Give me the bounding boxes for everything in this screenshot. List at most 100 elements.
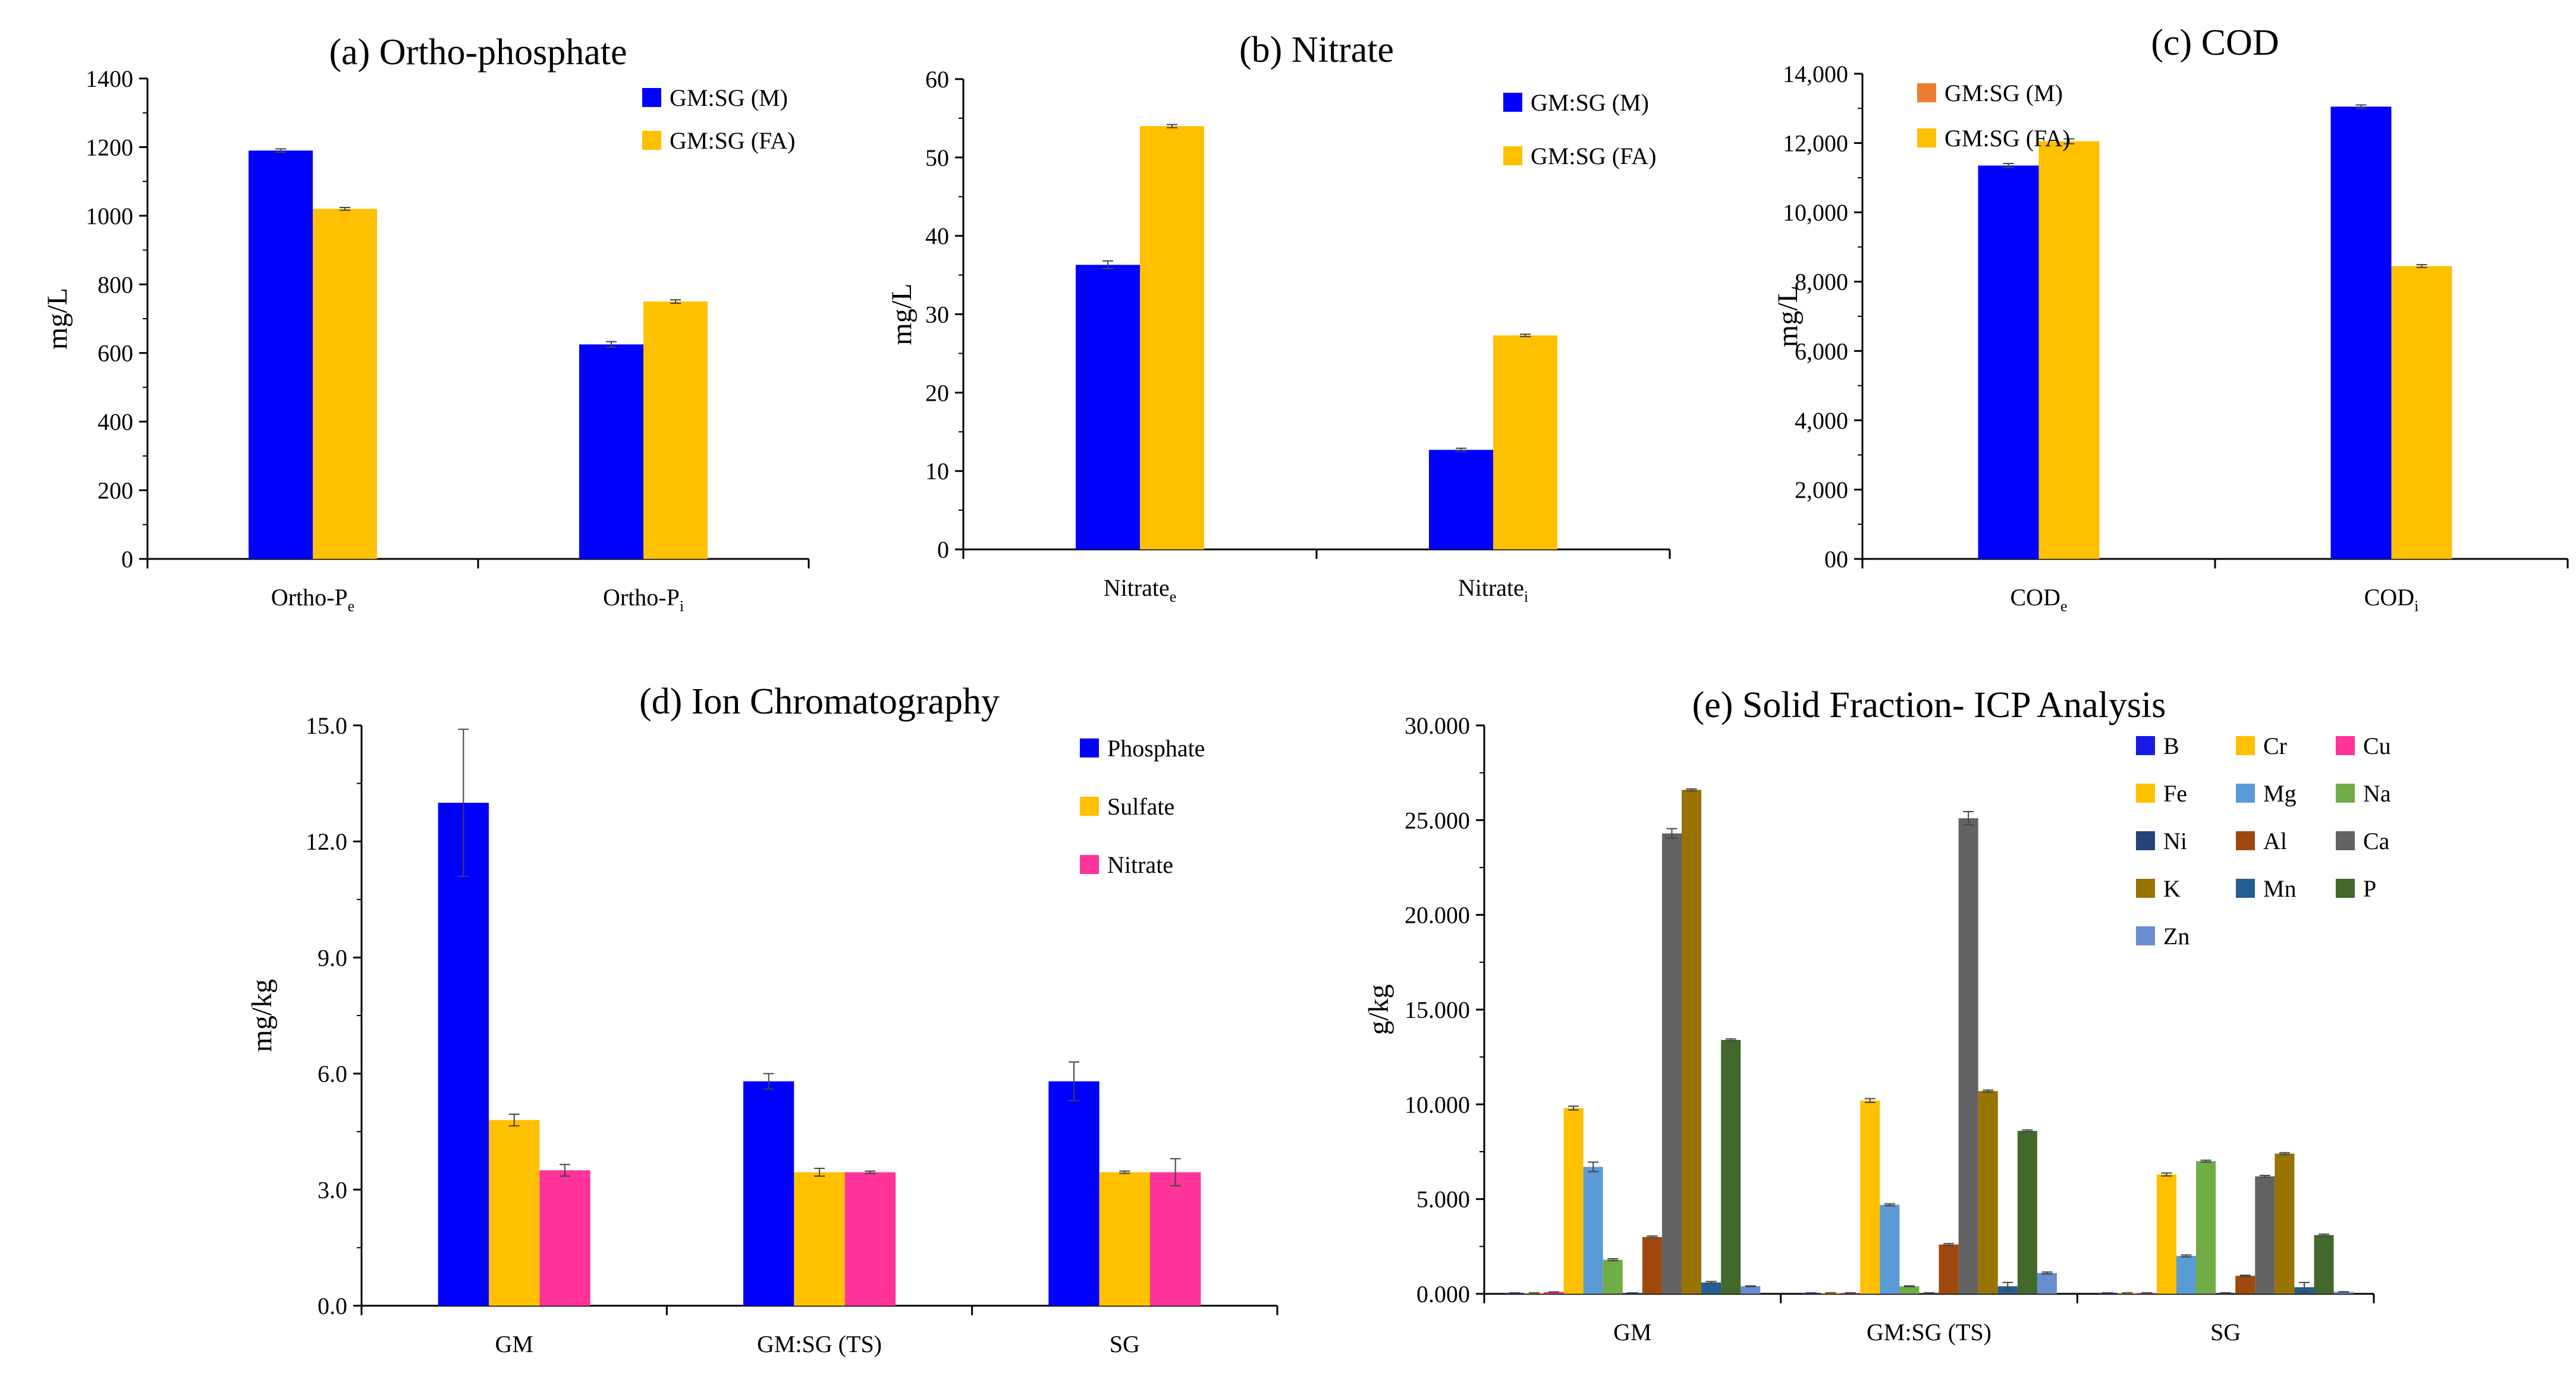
x-tick-label-main: Nitrate: [1104, 574, 1170, 601]
legend-label: Sulfate: [1107, 793, 1174, 820]
bar-sulfate: [1099, 1172, 1150, 1306]
y-tick-label: 1400: [86, 65, 133, 92]
x-tick-label: SG: [1110, 1331, 1140, 1357]
legend-swatch: [1080, 738, 1099, 757]
bar-mg: [1880, 1205, 1900, 1294]
bar-al: [2235, 1275, 2255, 1294]
bar-nitrate: [539, 1170, 590, 1306]
y-tick-label: 15.000: [1405, 997, 1470, 1023]
bar-cu: [1544, 1291, 1564, 1294]
legend-swatch: [2136, 784, 2155, 803]
y-tick-label: 2,000: [1795, 476, 1848, 503]
legend-swatch: [2236, 879, 2255, 898]
bar-fe: [2156, 1174, 2176, 1294]
y-tick-label: 9.0: [318, 944, 347, 971]
x-tick-label-subscript: i: [1524, 588, 1528, 605]
bar-nitrate: [1150, 1172, 1201, 1306]
y-tick-label: 1200: [86, 134, 133, 161]
bar-nitrate: [844, 1172, 896, 1306]
bar-ca: [1661, 833, 1682, 1294]
chart-title: (c) COD: [2151, 23, 2279, 63]
y-tick-label: 25.000: [1405, 807, 1470, 834]
y-tick-label: 30: [925, 301, 949, 328]
legend-swatch: [1080, 797, 1099, 816]
bar-gm-sg-fa-: [2391, 266, 2452, 559]
bar-na: [1603, 1259, 1623, 1294]
y-tick-label: 10.000: [1405, 1091, 1470, 1118]
bar-na: [2196, 1161, 2216, 1294]
legend-swatch: [2336, 879, 2355, 898]
y-tick-label: 12.0: [306, 828, 347, 855]
legend-swatch: [2236, 831, 2255, 850]
bar-phosphate: [438, 803, 489, 1306]
legend-swatch: [2336, 784, 2355, 803]
y-axis-label: mg/L: [1772, 285, 1804, 347]
bar-sulfate: [794, 1172, 845, 1306]
chart-e: (e) Solid Fraction- ICP Analysis 0.000 5.0…: [1363, 685, 2391, 1346]
bar-gm-sg-fa-: [2038, 141, 2100, 559]
legend-label: Mn: [2263, 875, 2297, 902]
x-tick-label: Ortho-Pi: [603, 584, 684, 615]
bar-gm-sg-m-: [1429, 450, 1493, 549]
y-tick-label: 400: [98, 408, 133, 435]
legend-label: Al: [2263, 828, 2287, 854]
x-tick-label-main: Nitrate: [1458, 574, 1524, 601]
bar-mg: [1583, 1167, 1603, 1294]
x-tick-label-subscript: i: [680, 598, 684, 615]
bar-al: [1939, 1244, 1959, 1294]
legend-label: Fe: [2163, 780, 2187, 807]
legend-swatch: [1917, 128, 1936, 147]
bar-zn: [2333, 1291, 2354, 1294]
y-tick-label: 20.000: [1405, 902, 1470, 929]
legend-swatch: [1503, 93, 1522, 112]
bar-mg: [2176, 1256, 2197, 1294]
y-tick-label: 14,000: [1783, 61, 1848, 87]
chart-d: (d) Ion Chromatography 0.0 3.0 6.0 9.0 12.0 15…: [246, 681, 1278, 1357]
legend-label: K: [2163, 875, 2181, 902]
legend-swatch: [1917, 83, 1936, 102]
bar-zn: [1741, 1286, 1761, 1294]
bar-phosphate: [1048, 1081, 1099, 1306]
x-tick-label-subscript: i: [2414, 598, 2418, 615]
x-tick-label: Nitratei: [1458, 574, 1528, 605]
bar-na: [1899, 1286, 1920, 1294]
bar-gm-sg-fa-: [1493, 335, 1557, 549]
y-tick-label: 800: [98, 271, 133, 298]
y-tick-label: 15.0: [306, 712, 347, 739]
legend-label: Mg: [2263, 780, 2297, 807]
x-tick-label: Nitratee: [1104, 574, 1177, 605]
bar-ca: [1958, 818, 1978, 1294]
bar-mn: [1701, 1282, 1721, 1294]
bar-gm-sg-fa-: [313, 209, 377, 559]
y-tick-label: 200: [98, 477, 133, 504]
bar-gm-sg-m-: [2330, 106, 2392, 559]
bar-p: [2314, 1235, 2334, 1294]
bar-gm-sg-m-: [249, 150, 313, 559]
legend-label: GM:SG (FA): [1944, 125, 2071, 152]
y-tick-label: 20: [925, 379, 949, 406]
x-tick-label: Ortho-Pe: [271, 584, 354, 615]
legend-label: GM:SG (FA): [1531, 143, 1657, 169]
legend-swatch: [1503, 146, 1522, 165]
legend-swatch: [2136, 831, 2155, 850]
legend-label: B: [2163, 733, 2179, 759]
bar-k: [1682, 790, 1702, 1294]
legend-label: GM:SG (M): [1944, 80, 2063, 106]
legend-swatch: [2136, 879, 2155, 898]
x-tick-label-main: COD: [2010, 584, 2060, 611]
y-tick-label: 6,000: [1795, 338, 1848, 364]
x-tick-label: SG: [2210, 1319, 2241, 1346]
x-tick-label: CODe: [2010, 584, 2068, 615]
y-axis-label: mg/L: [42, 288, 73, 350]
bar-gm-sg-fa-: [643, 301, 708, 559]
legend-swatch: [2136, 926, 2155, 945]
x-tick-label-main: COD: [2364, 584, 2414, 611]
x-tick-label-subscript: e: [1170, 588, 1177, 605]
legend-label: Zn: [2163, 923, 2189, 950]
legend-label: Phosphate: [1107, 735, 1205, 762]
y-axis-label: mg/kg: [246, 979, 278, 1052]
legend-swatch: [1080, 855, 1099, 874]
legend-swatch: [2236, 736, 2255, 755]
